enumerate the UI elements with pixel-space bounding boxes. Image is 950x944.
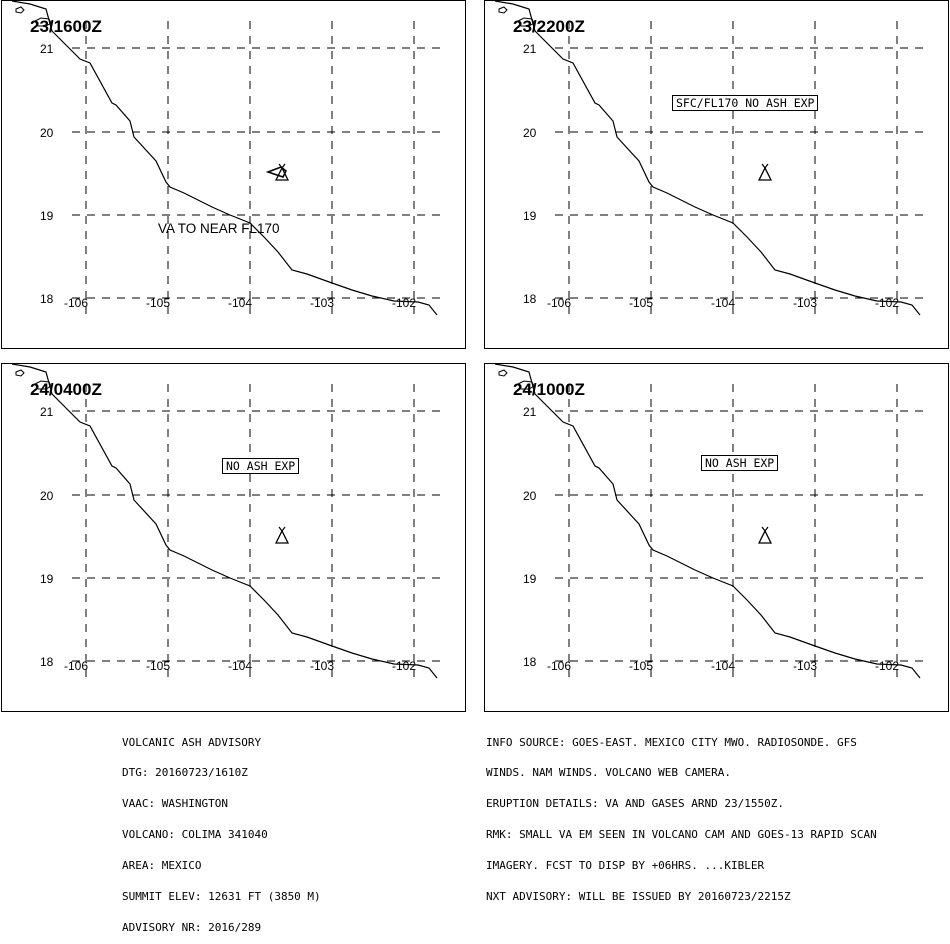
lon-label: -104 bbox=[228, 296, 252, 310]
lon-label: -105 bbox=[629, 659, 653, 673]
map-canvas: 21 20 19 18 -106 -105 -104 -103 -102 bbox=[494, 364, 925, 682]
ash-cloud-polygon bbox=[265, 166, 288, 178]
lon-label: -106 bbox=[64, 296, 88, 310]
graticule bbox=[72, 21, 442, 319]
lat-label: 18 bbox=[523, 655, 537, 669]
island-outline bbox=[34, 17, 52, 27]
lon-label: -103 bbox=[310, 296, 334, 310]
volcano-triangle-icon bbox=[757, 526, 773, 544]
island-outline bbox=[498, 369, 508, 377]
lon-label: -102 bbox=[392, 296, 416, 310]
forecast-panel-3: 21 20 19 18 -106 -105 -104 -103 -102 24/0400Z NO… bbox=[1, 363, 466, 712]
forecast-status-box: NO ASH EXP bbox=[701, 455, 779, 471]
island-outline bbox=[517, 17, 535, 27]
lon-label: -105 bbox=[629, 296, 653, 310]
advisory-line: WINDS. NAM WINDS. VOLCANO WEB CAMERA. bbox=[486, 766, 732, 780]
lat-label: 18 bbox=[40, 655, 54, 669]
advisory-info-left: VOLCANIC ASH ADVISORY DTG: 20160723/1610… bbox=[122, 717, 321, 944]
advisory-line: RMK: SMALL VA EM SEEN IN VOLCANO CAM AND… bbox=[486, 828, 877, 842]
volcano-triangle-icon bbox=[274, 526, 290, 544]
lon-label: -106 bbox=[547, 659, 571, 673]
lon-label: -105 bbox=[146, 296, 170, 310]
advisory-line: ERUPTION DETAILS: VA AND GASES ARND 23/1… bbox=[486, 797, 785, 811]
ash-height-text: VA TO NEAR FL170 bbox=[158, 221, 280, 236]
lat-label: 18 bbox=[523, 292, 537, 306]
lon-label: -102 bbox=[875, 659, 899, 673]
volcano-triangle-icon bbox=[757, 163, 773, 181]
lon-label: -103 bbox=[310, 659, 334, 673]
forecast-status-box: SFC/FL170 NO ASH EXP bbox=[672, 95, 819, 111]
island-outline bbox=[34, 380, 52, 390]
advisory-line: INFO SOURCE: GOES-EAST. MEXICO CITY MWO.… bbox=[486, 735, 857, 749]
advisory-line: AREA: MEXICO bbox=[122, 859, 202, 873]
graticule bbox=[72, 384, 442, 682]
island-outline bbox=[517, 380, 535, 390]
forecast-panel-2: 21 20 19 18 -106 -105 -104 -103 -102 23/2200Z SF… bbox=[484, 0, 949, 349]
advisory-line: IMAGERY. FCST TO DISP BY +06HRS. ...KIBL… bbox=[486, 859, 765, 873]
lat-label: 18 bbox=[40, 292, 54, 306]
lon-label: -104 bbox=[711, 296, 735, 310]
lat-label: 19 bbox=[523, 209, 537, 223]
lon-label: -106 bbox=[64, 659, 88, 673]
lat-label: 20 bbox=[523, 126, 537, 140]
lon-label: -102 bbox=[392, 659, 416, 673]
panel-time-label: 24/1000Z bbox=[513, 380, 585, 399]
panel-time-label: 23/1600Z bbox=[30, 17, 102, 36]
forecast-panel-1: 21 20 19 18 -106 -105 -104 -103 -102 23/1600Z VA… bbox=[1, 0, 466, 349]
lat-label: 20 bbox=[523, 489, 537, 503]
lon-label: -102 bbox=[875, 296, 899, 310]
advisory-line: VOLCANO: COLIMA 341040 bbox=[122, 828, 268, 842]
map-canvas: 21 20 19 18 -106 -105 -104 -103 -102 bbox=[494, 1, 925, 319]
forecast-panel-4: 21 20 19 18 -106 -105 -104 -103 -102 24/1000Z NO… bbox=[484, 363, 949, 712]
lon-label: -104 bbox=[711, 659, 735, 673]
advisory-line: VAAC: WASHINGTON bbox=[122, 797, 228, 811]
graticule bbox=[555, 384, 925, 682]
advisory-line: VOLCANIC ASH ADVISORY bbox=[122, 735, 262, 749]
coastline bbox=[11, 1, 438, 316]
forecast-status-box: NO ASH EXP bbox=[222, 458, 300, 474]
lon-label: -103 bbox=[793, 659, 817, 673]
advisory-line: ADVISORY NR: 2016/289 bbox=[122, 920, 262, 934]
advisory-info-right: INFO SOURCE: GOES-EAST. MEXICO CITY MWO.… bbox=[486, 717, 877, 913]
lat-label: 20 bbox=[40, 126, 54, 140]
lat-label: 20 bbox=[40, 489, 54, 503]
island-outline bbox=[15, 6, 25, 14]
graticule bbox=[555, 21, 925, 319]
coastline bbox=[11, 364, 438, 679]
lon-label: -103 bbox=[793, 296, 817, 310]
lon-label: -104 bbox=[228, 659, 252, 673]
lat-label: 19 bbox=[40, 209, 54, 223]
advisory-line: DTG: 20160723/1610Z bbox=[122, 766, 248, 780]
panel-time-label: 23/2200Z bbox=[513, 17, 585, 36]
lat-label: 19 bbox=[523, 572, 537, 586]
lon-label: -105 bbox=[146, 659, 170, 673]
map-canvas: 21 20 19 18 -106 -105 -104 -103 -102 bbox=[11, 364, 442, 682]
island-outline bbox=[498, 6, 508, 14]
lat-label: 19 bbox=[40, 572, 54, 586]
map-canvas: 21 20 19 18 -106 -105 -104 -103 -102 bbox=[11, 1, 442, 319]
advisory-line: NXT ADVISORY: WILL BE ISSUED BY 20160723… bbox=[486, 890, 791, 904]
lat-label: 21 bbox=[523, 405, 537, 419]
advisory-line: SUMMIT ELEV: 12631 FT (3850 M) bbox=[122, 890, 321, 904]
lat-label: 21 bbox=[40, 42, 54, 56]
island-outline bbox=[15, 369, 25, 377]
lat-label: 21 bbox=[523, 42, 537, 56]
panel-time-label: 24/0400Z bbox=[30, 380, 102, 399]
coastline bbox=[494, 364, 921, 679]
lat-label: 21 bbox=[40, 405, 54, 419]
coastline bbox=[494, 1, 921, 316]
lon-label: -106 bbox=[547, 296, 571, 310]
